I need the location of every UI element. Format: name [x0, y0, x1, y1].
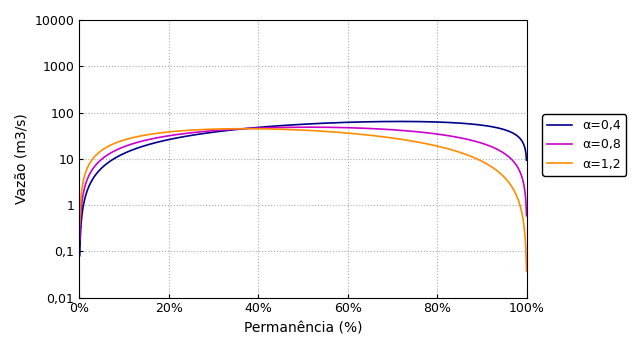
α=0,4 [157, 139, 165, 144]
Line: α=1,2: α=1,2 [80, 129, 526, 271]
α=0,8 [410, 129, 417, 133]
α=0,4 [410, 119, 417, 124]
Y-axis label: Vazão (m3/s): Vazão (m3/s) [15, 113, 29, 204]
α=0,8 [443, 133, 451, 138]
α=0,4 [396, 119, 404, 124]
α=0,4 [247, 126, 254, 130]
α=0,8 [157, 135, 165, 139]
α=0,8 [523, 214, 530, 218]
α=1,2 [367, 133, 374, 138]
α=0,4 [523, 158, 530, 162]
Line: α=0,4: α=0,4 [80, 121, 526, 256]
α=0,4 [367, 120, 374, 124]
α=0,4 [344, 120, 352, 124]
α=1,2 [157, 131, 165, 135]
α=1,2 [240, 127, 248, 131]
α=0,4 [76, 253, 83, 258]
α=0,8 [247, 126, 254, 131]
α=1,2 [247, 127, 254, 131]
α=1,2 [344, 131, 352, 135]
α=1,2 [443, 147, 451, 151]
X-axis label: Permanência (%): Permanência (%) [244, 321, 362, 335]
α=0,8 [306, 125, 313, 129]
α=1,2 [523, 269, 530, 273]
α=1,2 [76, 223, 83, 227]
α=0,8 [367, 126, 374, 131]
α=0,8 [76, 238, 83, 242]
α=0,4 [443, 120, 451, 125]
α=0,8 [344, 126, 352, 130]
α=1,2 [410, 139, 417, 144]
Legend: α=0,4, α=0,8, α=1,2: α=0,4, α=0,8, α=1,2 [542, 114, 626, 176]
Line: α=0,8: α=0,8 [80, 127, 526, 240]
